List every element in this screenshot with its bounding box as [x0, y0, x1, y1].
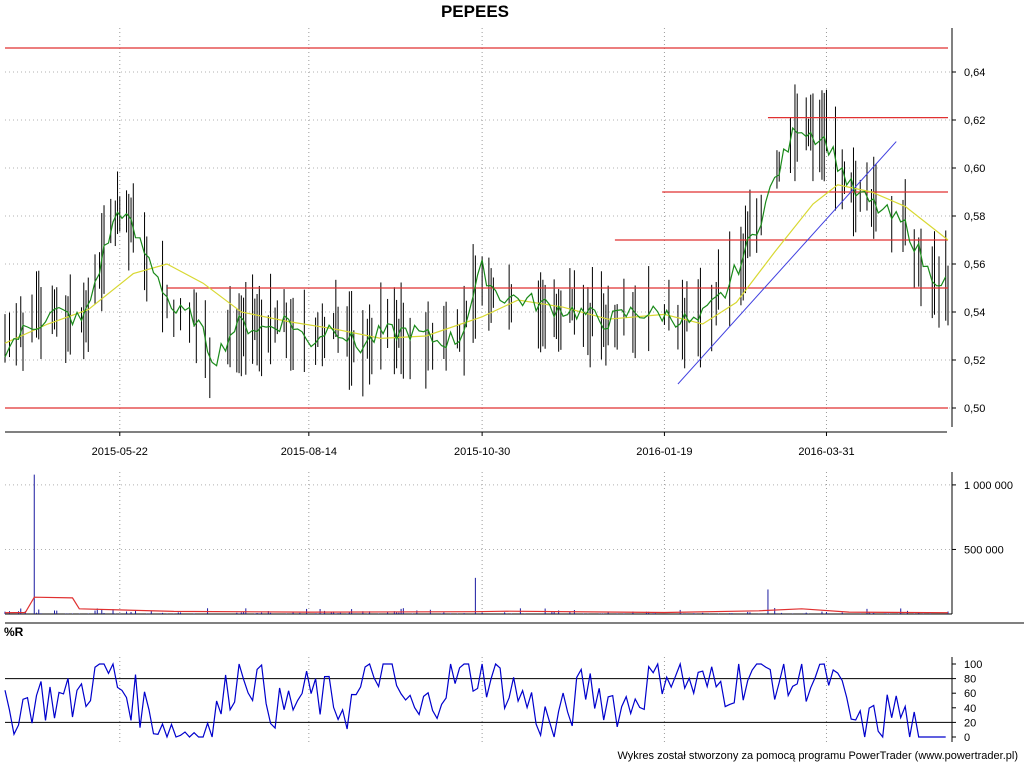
willr-ytick-label-2: 40 [964, 703, 976, 715]
price-ytick-label-5: 0,60 [964, 163, 985, 175]
willr-ytick-label-5: 100 [964, 659, 982, 671]
price-ytick-label-3: 0,56 [964, 259, 985, 271]
willr-line [4, 661, 946, 739]
price-xtick-label-0: 2015-05-22 [92, 446, 148, 458]
willr-title: %R [4, 625, 24, 639]
willr-panel: %R 0 20 40 60 80 100 [4, 622, 1024, 744]
price-xtick-label-1: 2015-08-14 [281, 446, 337, 458]
willr-ytick-label-3: 60 [964, 688, 976, 700]
price-ytick-label-0: 0,50 [964, 403, 985, 415]
price-xtick-label-2: 2015-10-30 [454, 446, 510, 458]
price-ytick-label-7: 0,64 [964, 67, 985, 79]
willr-ytick-label-1: 20 [964, 717, 976, 729]
price-panel: 0,50 0,52 0,54 0,56 0,58 0,60 0,62 0,64 2015-05-… [4, 28, 985, 458]
willr-ytick-label-0: 0 [964, 732, 970, 744]
price-ytick-label-2: 0,54 [964, 307, 985, 319]
price-ma-short [4, 126, 947, 367]
price-xtick-label-4: 2016-03-31 [798, 446, 854, 458]
price-xtick-label-3: 2016-01-19 [636, 446, 692, 458]
volume-ytick-label-0: 500 000 [964, 544, 1004, 556]
volume-panel: 500 000 1 000 000 [4, 472, 1013, 615]
volume-ma [4, 596, 949, 614]
volume-ytick-label-1: 1 000 000 [964, 480, 1013, 492]
price-trendline [677, 141, 897, 385]
chart-title: PEPEES [440, 2, 510, 21]
price-ytick-label-1: 0,52 [964, 355, 985, 367]
footer-credit: Wykres został stworzony za pomocą progra… [617, 750, 1018, 762]
price-ytick-label-6: 0,62 [964, 115, 985, 127]
price-ma-long [4, 184, 949, 344]
price-ytick-label-4: 0,58 [964, 211, 985, 223]
willr-ytick-label-4: 80 [964, 674, 976, 686]
